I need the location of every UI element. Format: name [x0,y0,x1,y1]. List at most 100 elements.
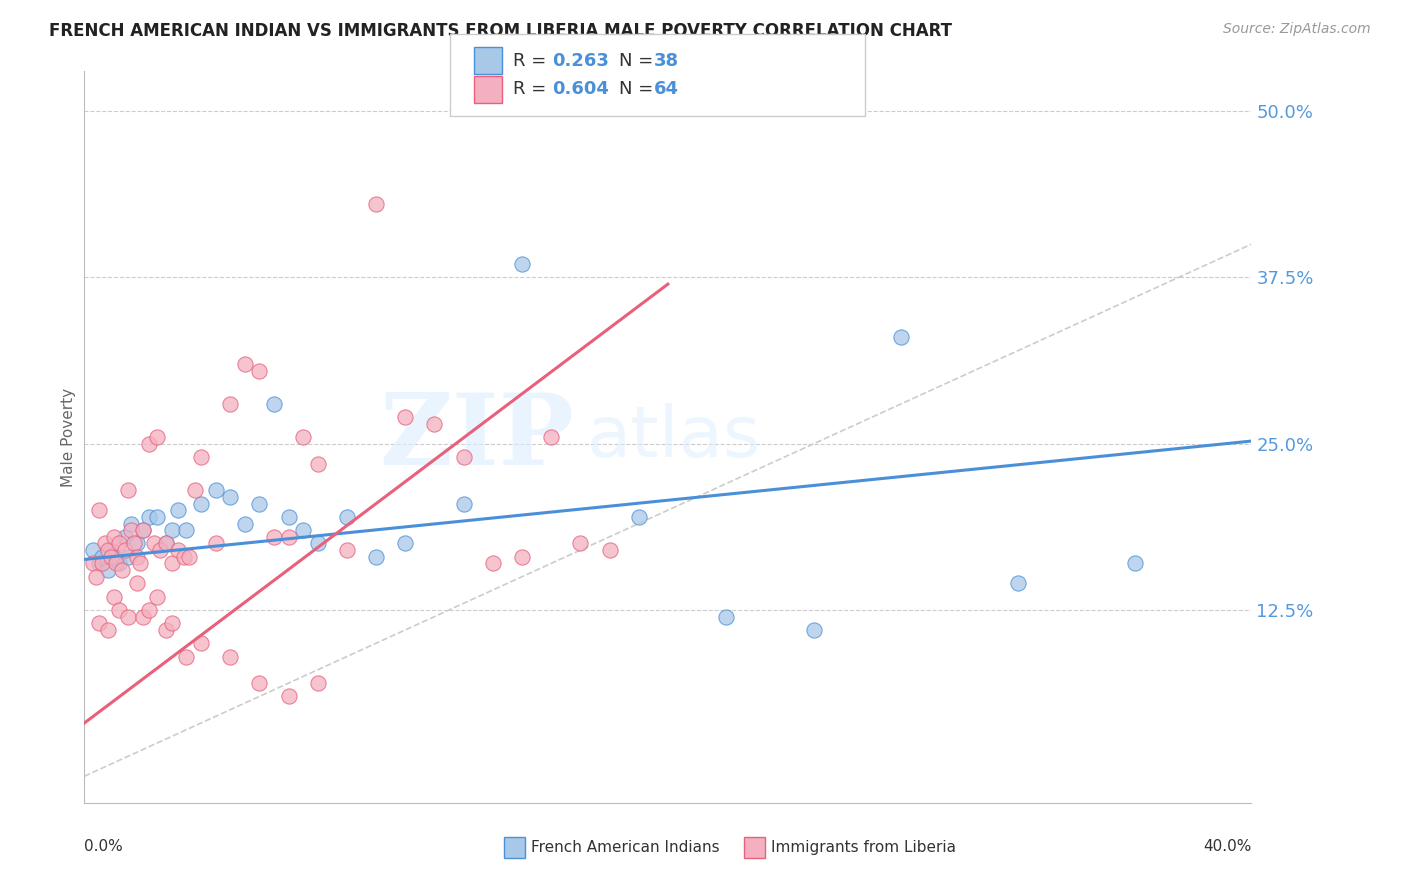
Point [146,509,169,524]
Point [108,603,131,617]
Point [111,563,134,577]
Point [190,636,212,650]
Point [125,549,148,564]
Point [155,536,177,550]
Point [132,609,155,624]
Point [103,590,125,604]
Point [97,563,120,577]
Point [336,509,359,524]
Point [146,430,169,444]
Point [394,536,416,550]
Text: atlas: atlas [586,402,761,472]
Point [138,509,160,524]
Point [125,576,148,591]
Point [128,557,150,571]
Point [249,676,271,690]
Text: R =: R = [513,80,553,98]
Point [138,603,160,617]
Point [108,557,131,571]
Point [173,549,195,564]
Y-axis label: Male Poverty: Male Poverty [60,387,76,487]
Text: 0.0%: 0.0% [84,839,124,855]
Point [1007,576,1029,591]
Point [103,549,125,564]
Point [219,490,242,504]
Point [179,549,201,564]
Point [394,410,416,425]
Point [482,557,505,571]
Text: FRENCH AMERICAN INDIAN VS IMMIGRANTS FROM LIBERIA MALE POVERTY CORRELATION CHART: FRENCH AMERICAN INDIAN VS IMMIGRANTS FRO… [49,22,952,40]
Point [90,549,112,564]
Point [233,357,256,371]
Point [120,523,142,537]
Point [219,397,242,411]
Point [366,197,388,211]
Point [82,543,104,558]
Point [233,516,256,531]
Point [307,457,329,471]
Point [423,417,446,431]
Point [249,497,271,511]
Text: Source: ZipAtlas.com: Source: ZipAtlas.com [1223,22,1371,37]
Point [160,523,183,537]
Point [87,503,110,517]
Point [114,530,136,544]
Point [219,649,242,664]
Point [569,536,592,550]
Point [510,549,533,564]
Point [84,570,107,584]
Point [292,430,315,444]
Point [176,523,198,537]
Point [277,509,299,524]
Point [277,530,299,544]
Point [114,543,136,558]
Point [87,616,110,631]
Point [204,536,226,550]
Point [143,536,166,550]
Point [803,623,825,637]
Point [336,543,359,558]
Point [190,497,212,511]
Point [132,523,155,537]
Point [160,616,183,631]
Point [138,436,160,450]
Point [627,509,650,524]
Point [155,536,177,550]
Point [453,497,475,511]
Point [117,549,139,564]
Point [890,330,912,344]
Text: R =: R = [513,52,553,70]
Text: 40.0%: 40.0% [1204,839,1251,855]
Point [155,623,177,637]
Text: 0.263: 0.263 [553,52,609,70]
Point [117,483,139,498]
Point [146,590,169,604]
Point [87,557,110,571]
Point [204,483,226,498]
Point [117,609,139,624]
Point [263,530,285,544]
Point [149,543,172,558]
Point [540,430,562,444]
Point [100,549,122,564]
Point [184,483,207,498]
Point [120,516,142,531]
Point [103,530,125,544]
Point [716,609,738,624]
Point [100,543,122,558]
Text: 64: 64 [654,80,679,98]
FancyBboxPatch shape [744,838,765,858]
Point [366,549,388,564]
Point [166,543,188,558]
Point [249,363,271,377]
Point [176,649,198,664]
Point [307,536,329,550]
Text: 38: 38 [654,52,679,70]
Point [105,557,128,571]
Point [108,536,131,550]
Text: ZIP: ZIP [380,389,575,485]
Text: N =: N = [619,80,658,98]
Point [263,397,285,411]
Point [97,543,120,558]
Point [132,523,155,537]
